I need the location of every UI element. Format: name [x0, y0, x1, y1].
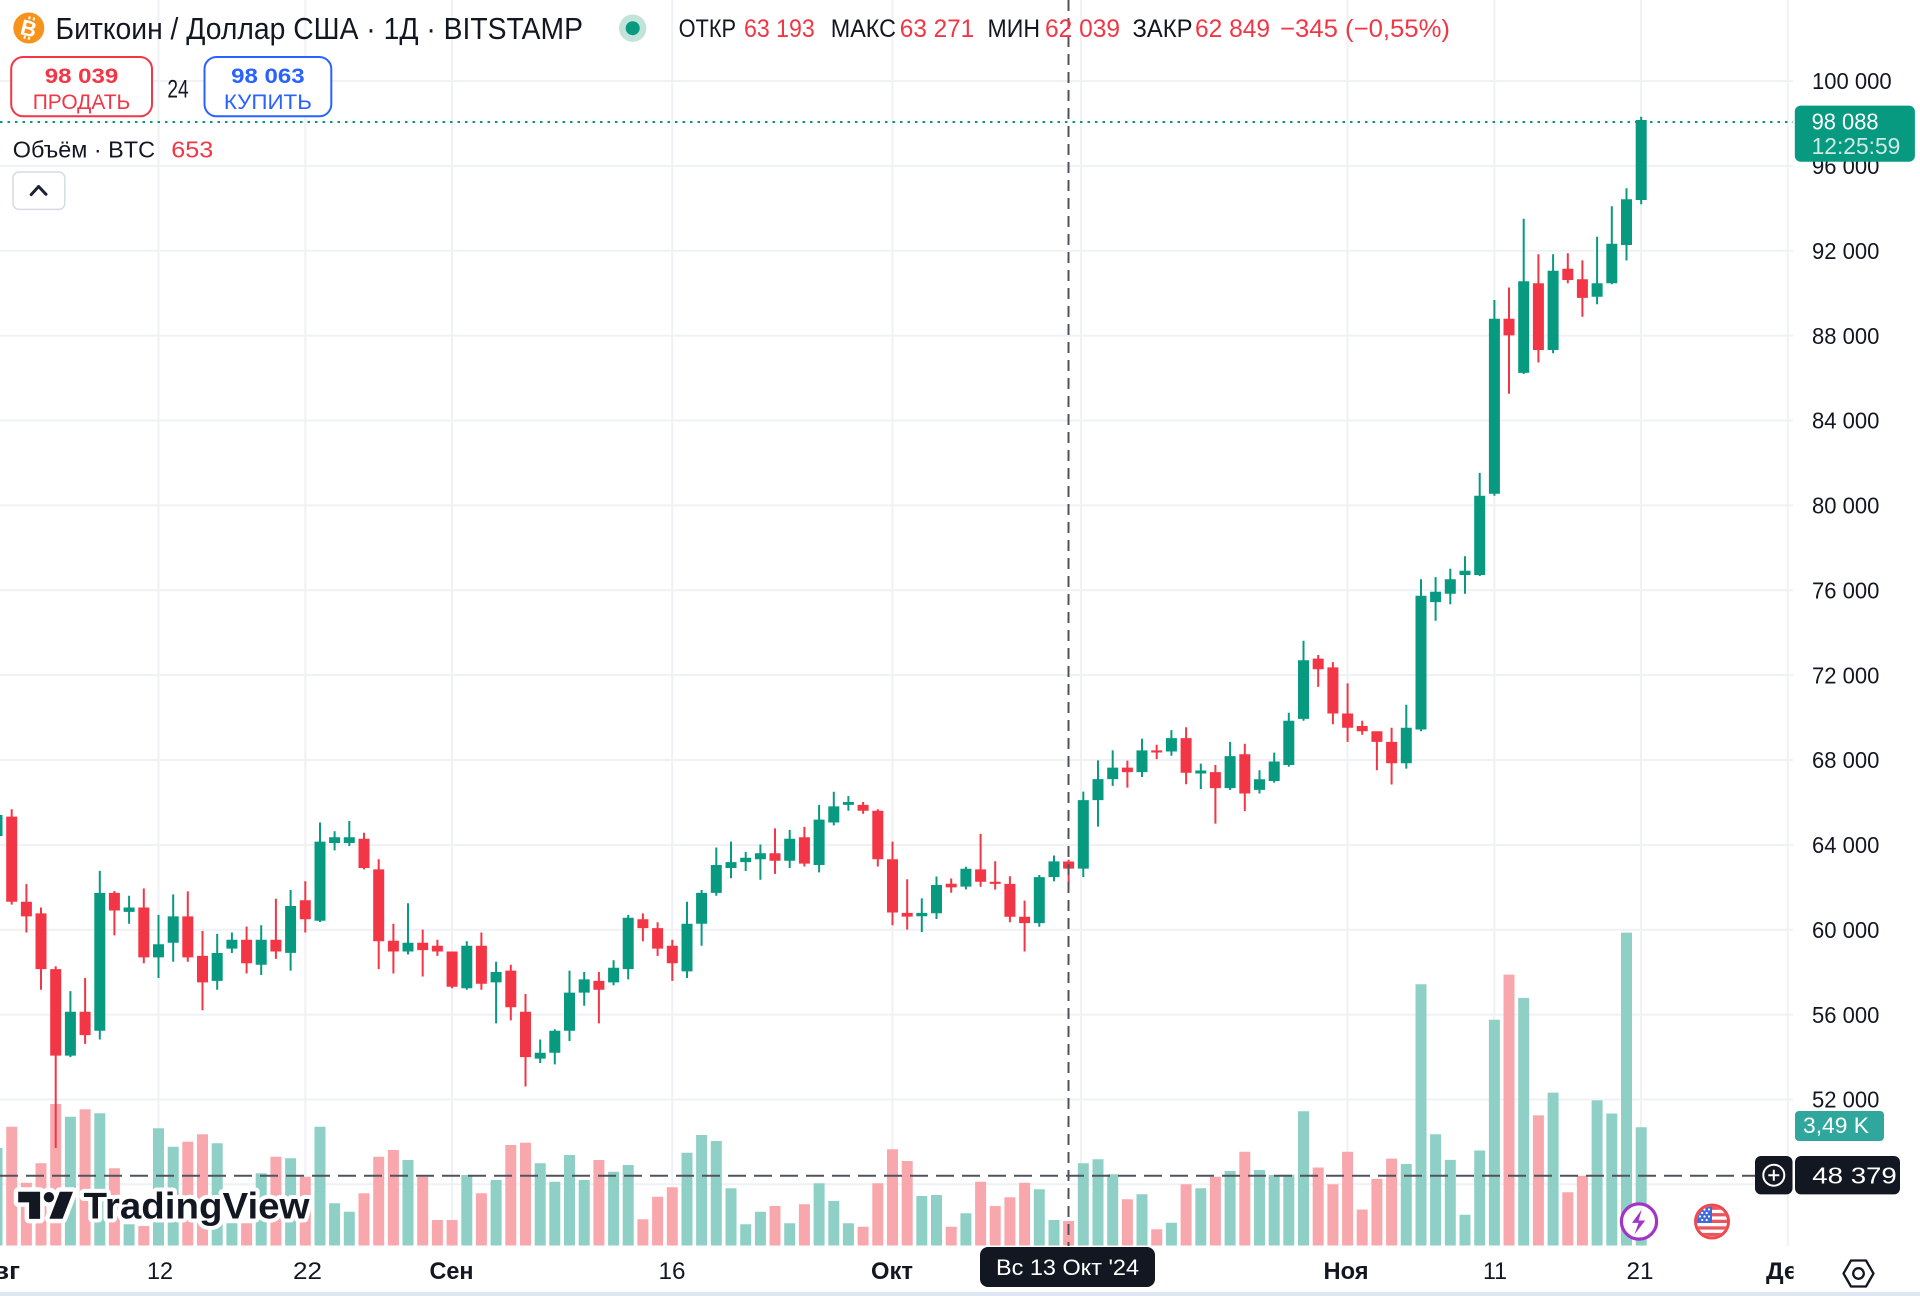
svg-text:ПРОДАТЬ: ПРОДАТЬ: [33, 91, 131, 114]
svg-text:16: 16: [659, 1258, 686, 1285]
svg-text:11: 11: [1483, 1258, 1507, 1285]
svg-text:92 000: 92 000: [1812, 238, 1879, 264]
svg-text:24: 24: [167, 76, 188, 104]
svg-text:ОТКР: ОТКР: [679, 15, 737, 43]
svg-text:62 849: 62 849: [1195, 15, 1270, 43]
svg-text:КУПИТЬ: КУПИТЬ: [224, 91, 312, 114]
svg-text:48 379: 48 379: [1812, 1163, 1897, 1189]
svg-text:68 000: 68 000: [1812, 747, 1879, 773]
svg-text:Дек: Дек: [1766, 1258, 1811, 1285]
svg-text:МИН: МИН: [988, 15, 1041, 43]
svg-text:60 000: 60 000: [1812, 917, 1879, 943]
svg-text:76 000: 76 000: [1812, 577, 1879, 603]
svg-text:12: 12: [147, 1258, 173, 1285]
svg-text:3,49 K: 3,49 K: [1803, 1113, 1869, 1138]
svg-text:88 000: 88 000: [1812, 323, 1879, 349]
svg-text:B: B: [18, 14, 39, 42]
svg-text:Сен: Сен: [430, 1258, 474, 1285]
svg-text:52 000: 52 000: [1812, 1087, 1879, 1113]
svg-text:21: 21: [1627, 1258, 1654, 1285]
svg-text:Авг: Авг: [0, 1258, 20, 1285]
svg-text:63 193: 63 193: [744, 15, 815, 43]
svg-text:Окт: Окт: [871, 1258, 913, 1285]
svg-text:98 039: 98 039: [45, 65, 119, 88]
svg-text:Ноя: Ноя: [1324, 1258, 1369, 1285]
svg-text:Объём · BTC: Объём · BTC: [13, 137, 155, 163]
svg-text:63 271: 63 271: [900, 15, 974, 43]
svg-text:80 000: 80 000: [1812, 493, 1879, 519]
svg-text:56 000: 56 000: [1812, 1002, 1879, 1028]
svg-text:98 088: 98 088: [1812, 108, 1879, 134]
svg-text:TradingView: TradingView: [84, 1186, 310, 1227]
svg-text:ЗАКР: ЗАКР: [1133, 15, 1193, 43]
svg-text:12:25:59: 12:25:59: [1812, 133, 1901, 159]
svg-text:Биткоин / Доллар США · 1Д · BI: Биткоин / Доллар США · 1Д · BITSTAMP: [56, 11, 584, 46]
svg-text:653: 653: [171, 137, 213, 163]
svg-text:МАКС: МАКС: [831, 15, 896, 43]
svg-text:72 000: 72 000: [1812, 662, 1879, 688]
svg-text:64 000: 64 000: [1812, 832, 1879, 858]
svg-text:Вс 13 Окт '24: Вс 13 Окт '24: [996, 1255, 1139, 1280]
svg-text:84 000: 84 000: [1812, 408, 1879, 434]
svg-text:TradingView: TradingView: [84, 1186, 310, 1227]
svg-text:62 039: 62 039: [1045, 15, 1120, 43]
svg-text:98 063: 98 063: [231, 65, 305, 88]
svg-text:100 000: 100 000: [1812, 68, 1892, 94]
svg-text:−345 (−0,55%): −345 (−0,55%): [1280, 15, 1450, 43]
svg-text:22: 22: [293, 1258, 322, 1285]
